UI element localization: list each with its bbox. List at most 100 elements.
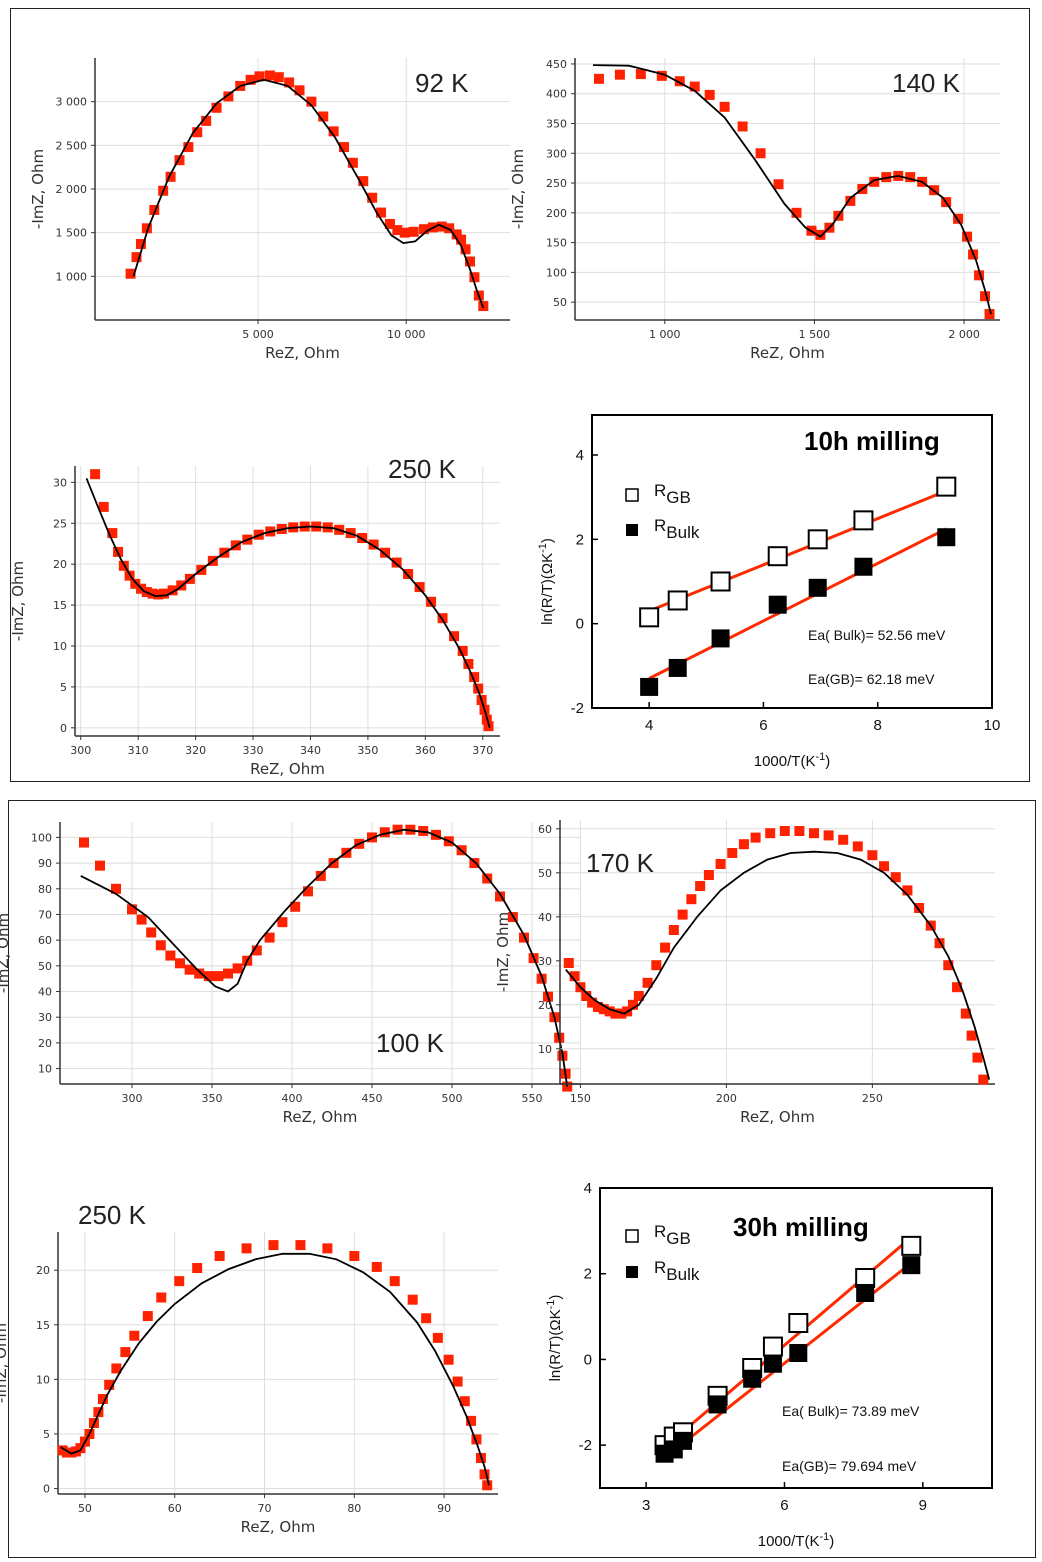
x-tick-label: 300: [70, 744, 91, 757]
data-point-marker: [322, 1243, 333, 1254]
data-point-marker: [457, 645, 468, 656]
data-point-marker: [175, 958, 185, 969]
data-point-marker: [642, 977, 653, 988]
y-tick-label: 50: [538, 867, 552, 880]
data-point-marker: [339, 142, 349, 153]
data-point-filled: [640, 677, 659, 696]
y-tick-label: 450: [546, 58, 567, 71]
x-axis-title: ReZ, Ohm: [750, 344, 825, 362]
x-tick-label: 300: [122, 1092, 143, 1105]
x-tick-label: 1 500: [799, 328, 831, 341]
x-tick-label: 70: [258, 1502, 272, 1515]
activation-energy-annotation: Ea( Bulk)= 73.89 meV: [782, 1403, 920, 1419]
data-point-marker: [890, 872, 901, 883]
x-tick-label: 10: [984, 717, 1001, 734]
data-point-marker: [141, 223, 152, 234]
data-point-marker: [391, 557, 402, 568]
y-tick-label: 20: [538, 999, 552, 1012]
data-point-marker: [469, 858, 480, 869]
data-point-marker: [165, 171, 176, 182]
data-point-marker: [79, 837, 89, 848]
y-tick-label: 400: [546, 88, 567, 101]
y-axis-title: -ImZ, Ohm: [9, 561, 27, 641]
data-point-marker: [715, 859, 726, 869]
data-point-marker: [408, 226, 419, 237]
data-point-marker: [167, 585, 178, 596]
data-point-marker: [192, 1263, 203, 1274]
y-tick-label: 0: [576, 616, 584, 633]
data-point-marker: [290, 901, 301, 912]
data-point-filled: [768, 595, 787, 614]
data-point-marker: [765, 828, 776, 839]
data-point-marker: [627, 999, 638, 1010]
data-point-marker: [192, 127, 203, 138]
data-point-marker: [686, 894, 697, 905]
y-tick-label: 15: [36, 1319, 50, 1332]
data-point-marker: [130, 578, 141, 589]
data-point-open: [901, 1235, 922, 1256]
y-tick-label: 3 000: [56, 96, 88, 109]
y-axis-title: ln(R/T)(ΩK-1): [537, 538, 556, 625]
data-point-marker: [264, 70, 275, 81]
chart-p170: 150 200 250 10 20 30 40 50 60 ReZ, Ohm -ImZ, Ohm 17…: [494, 820, 995, 1126]
temperature-label: 140 K: [892, 68, 961, 98]
x-tick-label: 8: [874, 717, 882, 734]
fit-curve: [132, 78, 485, 309]
x-tick-label: 4: [645, 717, 653, 734]
x-tick-label: 500: [442, 1092, 463, 1105]
data-point-marker: [456, 234, 467, 245]
y-axis-title: -ImZ, Ohm: [0, 913, 12, 993]
data-point-open: [710, 571, 731, 592]
data-point-marker: [794, 826, 805, 836]
data-point-marker: [598, 1004, 609, 1015]
data-point-marker: [223, 968, 233, 979]
data-point-open: [767, 546, 788, 567]
data-point-marker: [379, 827, 390, 838]
y-tick-label: -2: [571, 700, 584, 717]
data-point-marker: [738, 839, 749, 850]
data-point-marker: [120, 1347, 131, 1358]
data-point-marker: [392, 225, 403, 236]
data-point-marker: [389, 1276, 400, 1287]
data-point-marker: [773, 179, 784, 190]
data-point-marker: [399, 227, 410, 238]
x-tick-label: 80: [347, 1502, 361, 1515]
data-point-marker: [146, 927, 157, 938]
x-tick-label: 350: [357, 744, 378, 757]
data-point-marker: [264, 932, 275, 943]
data-point-marker: [135, 239, 146, 250]
data-point-marker: [934, 938, 945, 949]
y-tick-label: 0: [43, 1483, 50, 1496]
temperature-label: 250 K: [388, 454, 457, 484]
data-point-marker: [211, 102, 222, 113]
y-axis-title: -ImZ, Ohm: [509, 149, 527, 229]
data-point-marker: [610, 1008, 621, 1019]
y-tick-label: 50: [38, 960, 52, 973]
y-tick-label: 200: [546, 207, 567, 220]
x-axis-title: ReZ, Ohm: [283, 1108, 358, 1126]
data-point-marker: [93, 1407, 104, 1418]
y-tick-label: 10: [38, 1063, 52, 1076]
data-point-open: [667, 590, 688, 611]
x-tick-label: 6: [780, 1497, 788, 1514]
data-point-marker: [815, 229, 826, 240]
data-point-marker: [452, 1376, 463, 1387]
chart-p92: 5 000 10 000 1 000 1 500 2 000 2 500 3 000 ReZ,…: [29, 58, 510, 362]
data-point-marker: [306, 96, 317, 107]
data-point-marker: [136, 914, 147, 925]
activation-energy-annotation: Ea(GB)= 62.18 meV: [808, 671, 935, 687]
x-tick-label: 360: [415, 744, 436, 757]
data-point-marker: [407, 1294, 418, 1305]
data-point-open: [807, 529, 828, 550]
y-tick-label: 300: [546, 147, 567, 160]
data-point-marker: [960, 1008, 971, 1019]
data-point-marker: [437, 613, 448, 624]
y-tick-label: 4: [584, 1180, 592, 1197]
fit-curve: [565, 850, 991, 1080]
data-point-marker: [241, 1243, 252, 1254]
data-point-marker: [315, 870, 326, 881]
data-point-marker: [153, 589, 164, 600]
data-point-marker: [914, 903, 925, 913]
y-tick-label: 60: [538, 823, 552, 836]
